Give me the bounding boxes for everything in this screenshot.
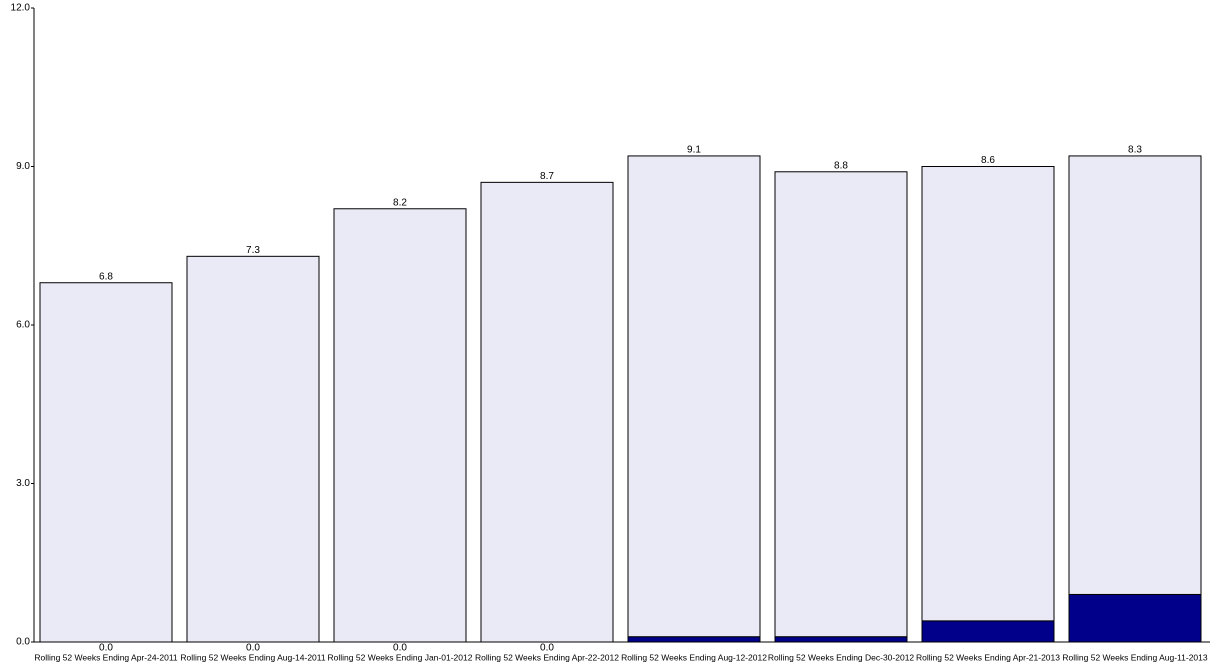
data-label: 0.0 bbox=[540, 643, 554, 654]
bar-segment bbox=[627, 155, 761, 638]
x-tick-label: Rolling 52 Weeks Ending Dec-30-2012 bbox=[768, 652, 915, 662]
x-tick-label: Rolling 52 Weeks Ending Aug-12-2012 bbox=[621, 652, 767, 662]
x-tick-label: Rolling 52 Weeks Ending Apr-24-2011 bbox=[34, 652, 178, 662]
data-label: 8.7 bbox=[540, 171, 554, 182]
bar-segment bbox=[774, 171, 908, 638]
data-label: 8.2 bbox=[393, 197, 407, 208]
bar-segment bbox=[333, 208, 467, 643]
x-tick-label: Rolling 52 Weeks Ending Apr-22-2012 bbox=[475, 652, 619, 662]
bar-segment bbox=[1068, 593, 1202, 643]
data-label: 0.0 bbox=[246, 643, 260, 654]
bar-segment bbox=[774, 636, 908, 643]
y-tick-label: 3.0 bbox=[16, 478, 30, 489]
data-label: 0.0 bbox=[393, 643, 407, 654]
bar-segment bbox=[921, 620, 1055, 643]
bar-segment bbox=[1068, 155, 1202, 595]
bar-segment bbox=[186, 255, 320, 643]
y-tick-label: 9.0 bbox=[16, 161, 30, 172]
data-label: 0.0 bbox=[99, 643, 113, 654]
data-label: 9.1 bbox=[687, 145, 701, 156]
y-tick-label: 6.0 bbox=[16, 320, 30, 331]
y-tick-label: 0.0 bbox=[16, 637, 30, 648]
data-label: 6.8 bbox=[99, 271, 113, 282]
data-label: 8.3 bbox=[1128, 145, 1142, 156]
bar-segment bbox=[627, 636, 761, 643]
data-label: 8.8 bbox=[834, 160, 848, 171]
x-tick-label: Rolling 52 Weeks Ending Aug-14-2011 bbox=[180, 652, 325, 662]
x-tick-label: Rolling 52 Weeks Ending Apr-21-2013 bbox=[916, 652, 1060, 662]
y-tick-label: 12.0 bbox=[11, 3, 31, 14]
x-tick-label: Rolling 52 Weeks Ending Aug-11-2013 bbox=[1062, 652, 1207, 662]
x-tick-label: Rolling 52 Weeks Ending Jan-01-2012 bbox=[328, 652, 473, 662]
data-label: 7.3 bbox=[246, 245, 260, 256]
bar-segment bbox=[480, 181, 614, 643]
data-label: 8.6 bbox=[981, 155, 995, 166]
bar-segment bbox=[921, 166, 1055, 622]
bar-segment bbox=[39, 282, 173, 643]
